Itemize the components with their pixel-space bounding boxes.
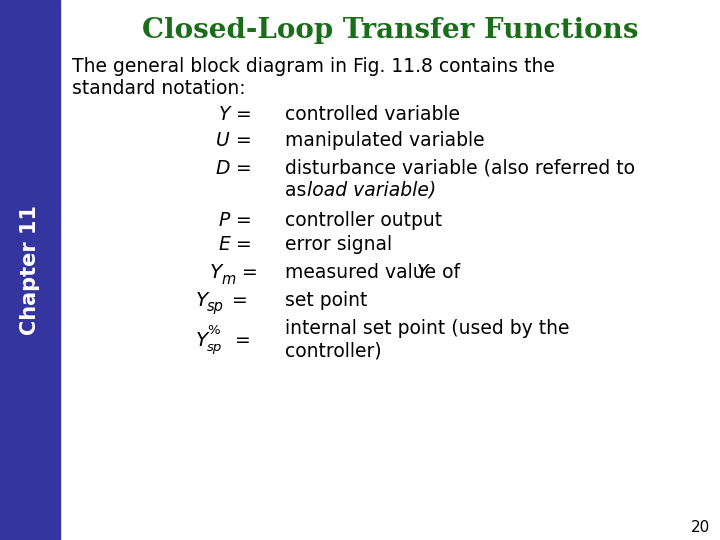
Text: manipulated variable: manipulated variable: [285, 131, 485, 150]
Text: Y: Y: [210, 264, 222, 282]
Text: sp: sp: [207, 300, 224, 314]
Text: =: =: [229, 330, 251, 349]
Text: =: =: [230, 159, 252, 178]
Text: disturbance variable (also referred to: disturbance variable (also referred to: [285, 159, 635, 178]
Text: =: =: [236, 264, 258, 282]
Text: Y: Y: [196, 291, 208, 309]
Text: controller): controller): [285, 341, 382, 361]
Text: =: =: [230, 105, 252, 125]
Text: Closed-Loop Transfer Functions: Closed-Loop Transfer Functions: [142, 17, 638, 44]
Text: D: D: [215, 159, 230, 178]
Text: Y: Y: [196, 330, 208, 349]
Text: =: =: [230, 235, 252, 254]
Text: error signal: error signal: [285, 235, 392, 254]
Text: E: E: [218, 235, 230, 254]
Text: 20: 20: [690, 521, 710, 536]
Text: measured value of: measured value of: [285, 264, 472, 282]
Text: m: m: [221, 273, 235, 287]
Text: internal set point (used by the: internal set point (used by the: [285, 320, 570, 339]
Text: Y: Y: [417, 264, 428, 282]
Text: The general block diagram in Fig. 11.8 contains the: The general block diagram in Fig. 11.8 c…: [72, 57, 554, 77]
Text: =: =: [230, 131, 252, 150]
Text: as: as: [285, 180, 312, 199]
Text: standard notation:: standard notation:: [72, 78, 246, 98]
Text: controller output: controller output: [285, 211, 442, 229]
Text: U: U: [216, 131, 230, 150]
Text: Chapter 11: Chapter 11: [20, 205, 40, 335]
Text: controlled variable: controlled variable: [285, 105, 460, 125]
Text: sp: sp: [207, 341, 222, 354]
Text: P: P: [219, 211, 230, 229]
Text: %: %: [207, 323, 220, 336]
Text: =: =: [230, 211, 252, 229]
Text: Y: Y: [218, 105, 230, 125]
Bar: [0, 0, 60, 540]
Text: set point: set point: [285, 291, 367, 309]
Text: load variable): load variable): [307, 180, 436, 199]
Text: =: =: [226, 291, 248, 309]
